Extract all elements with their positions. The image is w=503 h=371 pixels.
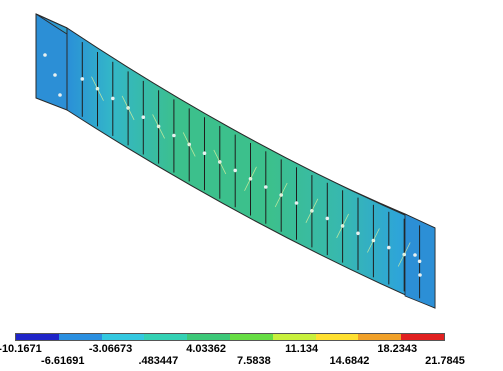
node-marker <box>417 259 422 264</box>
node-marker <box>141 115 146 119</box>
node-marker <box>58 93 62 97</box>
crack-trace <box>274 182 288 208</box>
node-marker <box>53 73 57 77</box>
node-marker <box>387 245 391 250</box>
node-marker <box>356 231 360 236</box>
node-marker <box>80 77 85 81</box>
crack-trace <box>367 228 380 253</box>
node-marker <box>264 185 268 189</box>
node-marker <box>172 133 176 138</box>
crack-trace <box>152 114 165 139</box>
node-marker <box>202 151 207 155</box>
crack-trace <box>244 166 257 191</box>
crack-trace <box>397 242 411 267</box>
crack-trace <box>305 198 319 223</box>
crack-trace <box>182 132 196 157</box>
node-marker <box>43 53 47 57</box>
crack-trace <box>213 149 227 175</box>
crack-trace <box>121 95 135 121</box>
crack-trace <box>91 76 104 101</box>
crack-traces <box>91 76 411 267</box>
node-marker <box>111 96 115 101</box>
node-marker <box>418 273 422 277</box>
node-marker <box>413 253 417 257</box>
node-marker <box>294 201 299 205</box>
node-marker <box>233 168 237 173</box>
crack-trace <box>336 213 349 239</box>
node-marker <box>325 216 330 221</box>
